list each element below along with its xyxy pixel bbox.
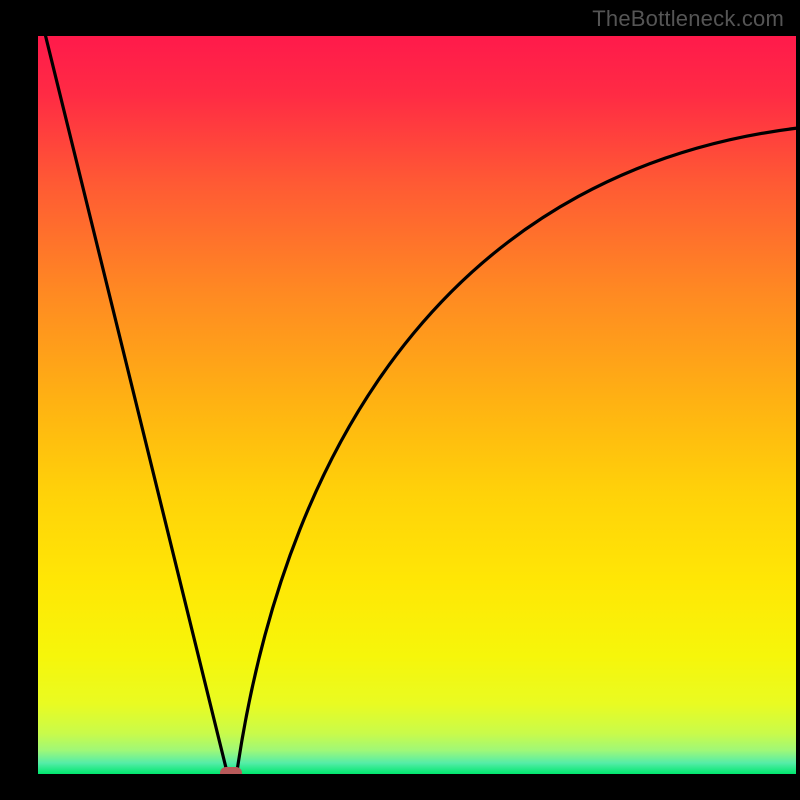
optimum-marker bbox=[220, 767, 242, 774]
plot-frame bbox=[22, 32, 798, 798]
bottleneck-curve bbox=[38, 36, 796, 774]
watermark-text: TheBottleneck.com bbox=[592, 6, 784, 32]
plot-area bbox=[38, 36, 796, 774]
bottleneck-curve-path bbox=[38, 36, 796, 774]
